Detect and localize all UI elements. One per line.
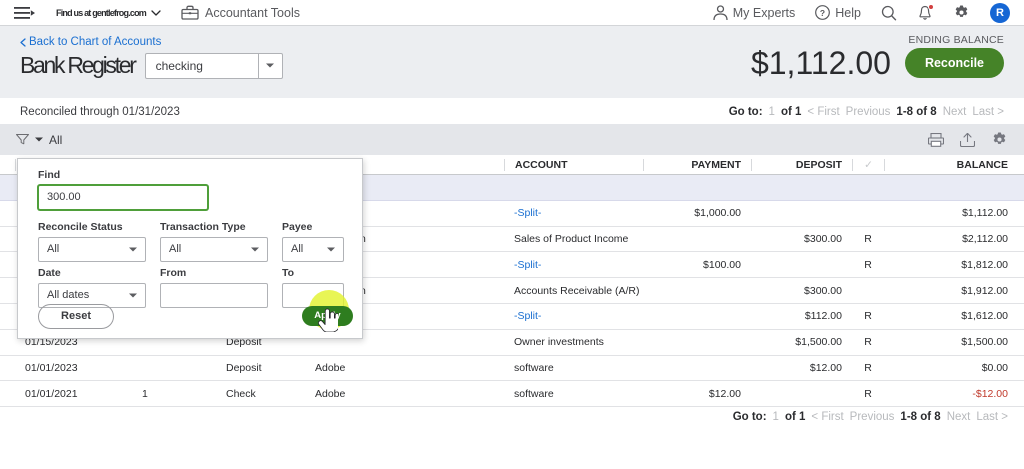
svg-text:?: ? (820, 8, 825, 18)
